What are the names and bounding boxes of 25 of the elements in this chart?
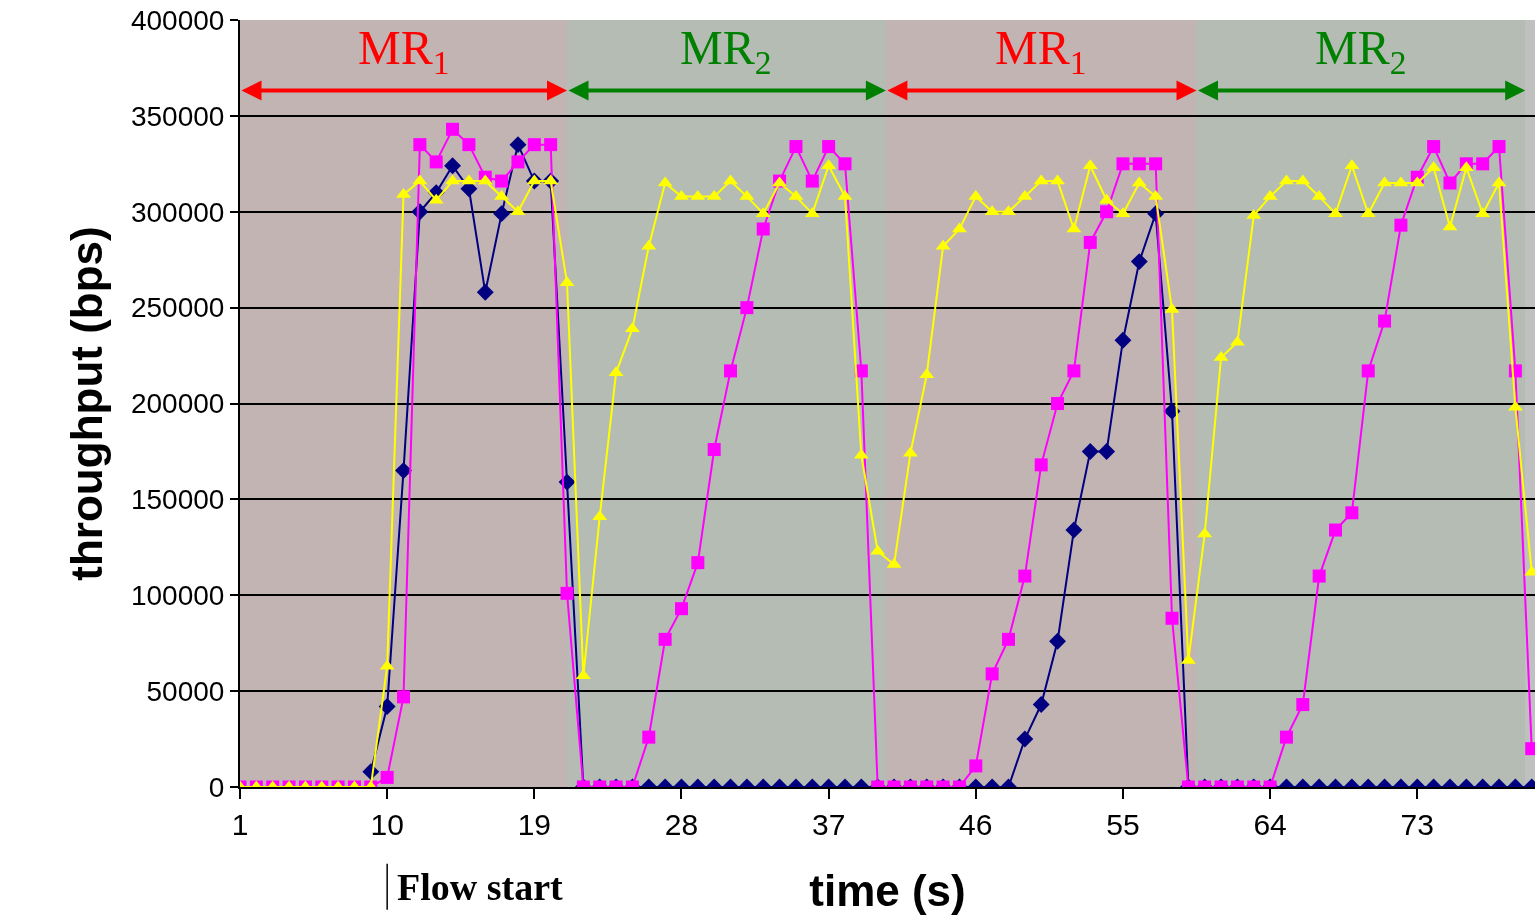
x-tick-label: 46 (959, 808, 993, 841)
x-tick-label: 1 (231, 808, 249, 841)
y-tick-label: 400000 (130, 4, 225, 36)
y-tick-label: 150000 (130, 484, 225, 516)
y-tick-label: 250000 (130, 292, 225, 324)
x-axis-title: time (s) (809, 865, 966, 915)
y-tick-label: 350000 (130, 100, 225, 132)
band-label: MR$_{2}$ (1315, 21, 1407, 82)
x-tick-label: 55 (1106, 808, 1140, 841)
ref-line-label: Flow start (397, 866, 564, 908)
y-tick-label: 50000 (146, 675, 225, 707)
x-tick-label: 28 (664, 808, 699, 841)
band-label: MR$_{1}$ (995, 21, 1087, 82)
y-tick-label: 100000 (130, 580, 225, 612)
x-tick-label: 73 (1400, 808, 1434, 841)
y-tick-label: 0 (208, 771, 225, 803)
band-label: MR$_{2}$ (680, 21, 772, 82)
band-label: MR$_{1}$ (358, 21, 450, 82)
x-tick-label: 19 (517, 808, 552, 841)
x-tick-label: 10 (370, 808, 404, 841)
x-tick-label: 64 (1253, 808, 1287, 841)
x-tick-label: 37 (811, 808, 846, 841)
y-tick-label: 300000 (130, 196, 225, 228)
y-tick-label: 200000 (130, 388, 225, 420)
y-axis-title: throughput (bps) (61, 226, 111, 581)
